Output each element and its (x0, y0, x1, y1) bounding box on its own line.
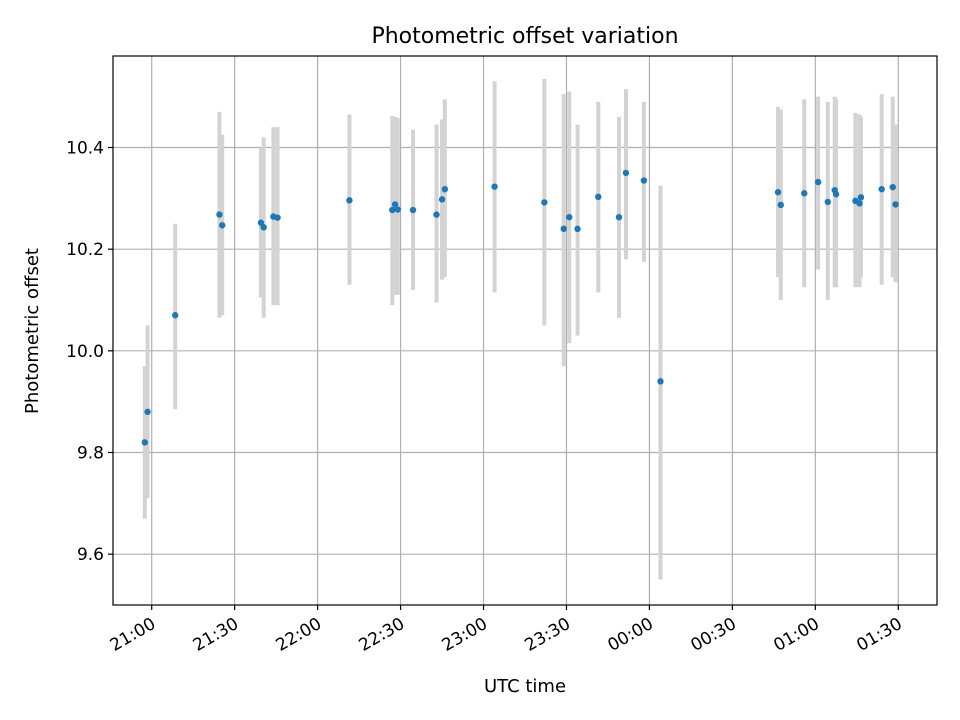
data-point (438, 196, 446, 203)
data-point (433, 211, 440, 218)
y-tick-label: 10.4 (66, 139, 104, 159)
point-layer (141, 169, 899, 446)
x-axis-label: UTC time (484, 676, 566, 697)
y-tick-label: 9.6 (77, 545, 104, 565)
data-point (391, 201, 399, 208)
data-point (172, 312, 179, 319)
plot-frame (112, 55, 938, 606)
data-point (144, 408, 151, 416)
data-point (814, 178, 822, 186)
data-point (622, 169, 630, 177)
grid-layer (113, 56, 937, 605)
data-point (889, 183, 896, 191)
data-point (409, 206, 417, 214)
data-point (441, 185, 449, 193)
data-point (640, 177, 648, 184)
y-axis-label: Photometric offset (22, 248, 43, 414)
data-point (824, 198, 831, 206)
data-point (657, 378, 664, 385)
data-point (878, 185, 885, 193)
data-point (346, 197, 353, 204)
y-tick-label: 10.0 (66, 342, 104, 362)
data-point (595, 193, 602, 201)
data-point (491, 183, 498, 190)
data-point (260, 224, 267, 231)
y-tick-label: 9.8 (77, 444, 104, 464)
data-point (274, 214, 281, 221)
y-tick-label: 10.2 (66, 240, 104, 260)
data-point (774, 189, 782, 196)
data-point (857, 194, 865, 201)
data-point (832, 191, 840, 198)
data-point (216, 211, 223, 218)
chart-title: Photometric offset variation (371, 24, 678, 49)
data-point (566, 213, 573, 221)
data-point (219, 222, 226, 229)
data-point (541, 199, 548, 206)
data-point (801, 190, 808, 197)
data-point (389, 206, 396, 214)
data-point (777, 201, 784, 209)
data-point (560, 225, 567, 233)
data-point (394, 206, 402, 213)
data-point (892, 201, 899, 208)
data-point (141, 439, 148, 446)
data-point (574, 225, 581, 233)
data-point (856, 200, 863, 207)
data-point (615, 213, 623, 221)
